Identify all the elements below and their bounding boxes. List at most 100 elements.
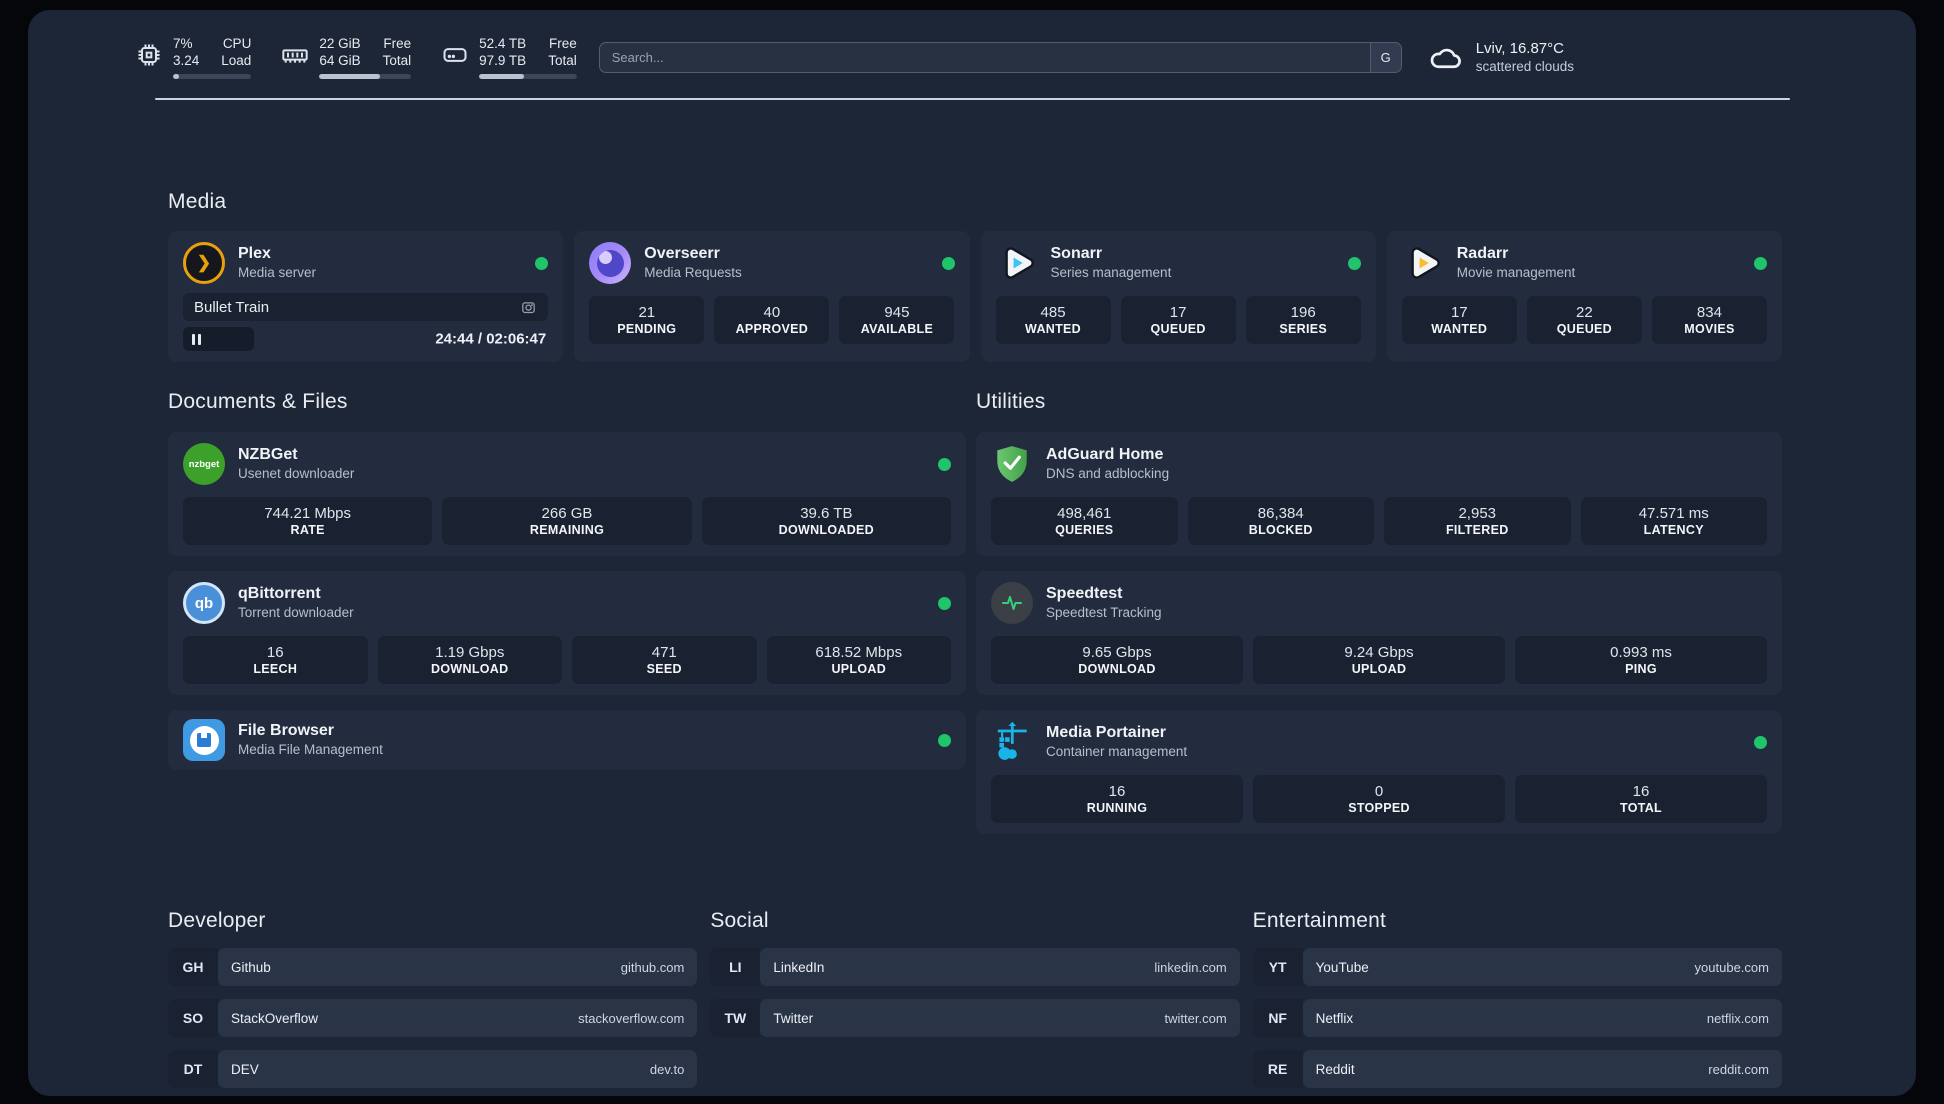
- sonarr-status-dot: [1347, 256, 1361, 270]
- filebrowser-desc: Media File Management: [238, 742, 383, 757]
- storage-total: 97.9 TB: [479, 53, 527, 68]
- sonarr-card[interactable]: Sonarr Series management 485 WANTED 17 QUE…: [980, 231, 1376, 362]
- link-tag: NF: [1252, 999, 1303, 1037]
- now-playing-title: Bullet Train: [194, 298, 270, 316]
- stat-tile: 0 STOPPED: [1253, 775, 1505, 823]
- storage-progress: [479, 74, 577, 79]
- disk-icon: [443, 48, 467, 62]
- stat-tile: 834 MOVIES: [1651, 296, 1767, 344]
- memory-stat: 22 GiB 64 GiB Free Total: [281, 35, 412, 79]
- adguard-desc: DNS and adblocking: [1046, 466, 1170, 481]
- stat-tile: 618.52 Mbps UPLOAD: [766, 636, 951, 684]
- nzbget-status-dot: [938, 457, 951, 471]
- memory-total: 64 GiB: [319, 53, 361, 68]
- now-playing-row: Bullet Train: [183, 293, 549, 321]
- qbittorrent-status-dot: [938, 596, 951, 610]
- stat-tile: 2,953 FILTERED: [1384, 497, 1571, 545]
- storage-free-label: Free: [548, 36, 577, 51]
- adguard-card[interactable]: AdGuard Home DNS and adblocking 498,461 Q…: [976, 432, 1782, 556]
- stat-tile: 9.65 Gbps DOWNLOAD: [991, 636, 1243, 684]
- system-stats: 7% 3.24 CPU Load: [135, 35, 577, 79]
- link-tag: DT: [168, 1050, 218, 1088]
- stat-tile: 47.571 ms LATENCY: [1580, 497, 1767, 545]
- section-title-entertainment: Entertainment: [1252, 909, 1386, 932]
- link-tag: LI: [710, 948, 761, 986]
- plex-status-dot: [535, 256, 549, 270]
- qbittorrent-card[interactable]: qb qBittorrent Torrent downloader 16 LEEC…: [168, 571, 966, 695]
- overseerr-card[interactable]: Overseerr Media Requests 21 PENDING 40 APP…: [574, 231, 970, 362]
- portainer-icon: [991, 721, 1033, 763]
- stat-tile: 22 QUEUED: [1526, 296, 1642, 344]
- overseerr-status-dot: [941, 256, 955, 270]
- link-dev[interactable]: DT DEV dev.to: [168, 1050, 698, 1088]
- overseerr-desc: Media Requests: [644, 265, 742, 280]
- link-reddit[interactable]: RE Reddit reddit.com: [1252, 1050, 1782, 1088]
- search-bar: G: [598, 41, 1402, 73]
- search-engine-button[interactable]: G: [1369, 42, 1401, 72]
- search-input[interactable]: [599, 42, 1370, 72]
- nzbget-name: NZBGet: [238, 446, 298, 463]
- speedtest-desc: Speedtest Tracking: [1046, 605, 1162, 620]
- link-tag: SO: [168, 999, 218, 1037]
- memory-progress: [319, 74, 412, 79]
- cpu-stat: 7% 3.24 CPU Load: [135, 35, 252, 79]
- section-title-developer: Developer: [168, 909, 266, 932]
- cloud-icon: [1430, 48, 1461, 69]
- pause-icon: [192, 333, 201, 345]
- stat-tile: 17 QUEUED: [1120, 296, 1236, 344]
- nzbget-icon: nzbget: [183, 443, 225, 485]
- filebrowser-status-dot: [938, 733, 951, 747]
- radarr-status-dot: [1754, 256, 1767, 270]
- radarr-card[interactable]: Radarr Movie management 17 WANTED 22 QUEUE…: [1386, 231, 1782, 362]
- weather-condition: scattered clouds: [1475, 59, 1575, 74]
- stat-tile: 16 RUNNING: [991, 775, 1243, 823]
- plex-card[interactable]: ❯ Plex Media server Bullet Train: [168, 231, 564, 362]
- video-camera-icon: [522, 301, 536, 313]
- overseerr-icon: [589, 242, 632, 284]
- link-tag: TW: [710, 999, 761, 1037]
- speedtest-icon: [991, 582, 1033, 624]
- memory-icon: [282, 49, 308, 63]
- link-stackoverflow[interactable]: SO StackOverflow stackoverflow.com: [168, 999, 698, 1037]
- section-title-social: Social: [710, 909, 769, 932]
- nzbget-card[interactable]: nzbget NZBGet Usenet downloader 744.21 M…: [168, 432, 966, 556]
- section-title-media: Media: [168, 190, 227, 213]
- plex-icon: ❯: [183, 242, 225, 284]
- sonarr-icon: [996, 242, 1038, 284]
- link-tag: GH: [168, 948, 218, 986]
- stat-tile: 16 LEECH: [183, 636, 368, 684]
- playback-progress: 24:44 / 02:06:47: [183, 327, 548, 351]
- sonarr-name: Sonarr: [1050, 245, 1103, 262]
- header-bar: 7% 3.24 CPU Load: [28, 10, 1916, 80]
- stat-tile: 266 GB REMAINING: [442, 497, 692, 545]
- link-tag: RE: [1252, 1050, 1303, 1088]
- stat-tile: 196 SERIES: [1245, 296, 1361, 344]
- storage-stat: 52.4 TB 97.9 TB Free Total: [441, 35, 577, 79]
- stat-tile: 21 PENDING: [589, 296, 705, 344]
- speedtest-card[interactable]: Speedtest Speedtest Tracking 9.65 Gbps DO…: [976, 571, 1782, 695]
- link-youtube[interactable]: YT YouTube youtube.com: [1252, 948, 1782, 986]
- qbittorrent-desc: Torrent downloader: [238, 605, 354, 620]
- speedtest-name: Speedtest: [1046, 585, 1123, 602]
- storage-free: 52.4 TB: [479, 36, 527, 51]
- weather-location-temp: Lviv, 16.87°C: [1475, 40, 1564, 57]
- cpu-load-value: 3.24: [173, 53, 200, 68]
- stat-tile: 40 APPROVED: [714, 296, 830, 344]
- portainer-card[interactable]: Media Portainer Container management 16 R…: [976, 710, 1782, 834]
- stat-tile: 485 WANTED: [995, 296, 1111, 344]
- section-title-utilities: Utilities: [976, 390, 1046, 413]
- weather-widget: Lviv, 16.87°C scattered clouds: [1428, 39, 1574, 75]
- link-github[interactable]: GH Github github.com: [168, 948, 698, 986]
- nzbget-desc: Usenet downloader: [238, 466, 355, 481]
- adguard-name: AdGuard Home: [1046, 446, 1164, 463]
- radarr-name: Radarr: [1456, 245, 1509, 262]
- link-linkedin[interactable]: LI LinkedIn linkedin.com: [710, 948, 1240, 986]
- filebrowser-card[interactable]: File Browser Media File Management: [168, 710, 966, 770]
- link-netflix[interactable]: NF Netflix netflix.com: [1252, 999, 1782, 1037]
- stat-tile: 498,461 QUERIES: [991, 497, 1178, 545]
- cpu-progress: [173, 74, 252, 79]
- stat-tile: 16 TOTAL: [1515, 775, 1767, 823]
- link-twitter[interactable]: TW Twitter twitter.com: [710, 999, 1240, 1037]
- memory-free-label: Free: [383, 36, 412, 51]
- plex-name: Plex: [238, 245, 271, 262]
